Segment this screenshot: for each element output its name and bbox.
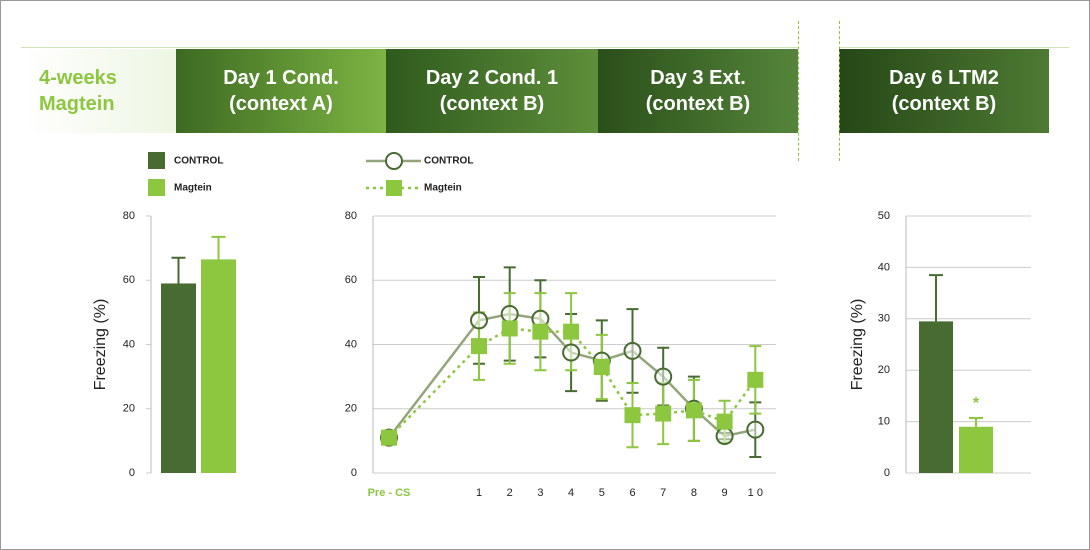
- x-tick-label: 7: [660, 487, 666, 499]
- time-gap: [839, 21, 840, 161]
- marker: [501, 320, 518, 337]
- bar: [959, 426, 993, 473]
- divider: [839, 47, 1069, 48]
- error-bar: [211, 235, 226, 260]
- legend-swatch: [148, 179, 165, 196]
- marker: [715, 427, 734, 446]
- y-tick-label: 0: [351, 467, 357, 479]
- marker: [593, 358, 610, 375]
- step-line: Magtein: [39, 93, 115, 115]
- bar: [919, 321, 953, 473]
- x-tick-label: 2: [507, 487, 513, 499]
- divider: [21, 47, 798, 48]
- y-tick-label: 0: [129, 467, 135, 479]
- x-tick-label: 1 0: [748, 487, 763, 499]
- legend-marker: [386, 180, 402, 196]
- series-line: [388, 327, 757, 439]
- y-axis-label: Freezing (%): [849, 299, 866, 391]
- marker: [685, 402, 702, 419]
- error-bar: [969, 417, 983, 427]
- marker: [654, 367, 673, 386]
- marker: [532, 323, 549, 340]
- marker: [563, 323, 580, 340]
- marker: [500, 304, 519, 323]
- y-tick-label: 80: [345, 210, 357, 222]
- y-tick-label: 20: [878, 364, 890, 376]
- step-line: 4-weeks: [39, 67, 117, 89]
- y-tick-label: 40: [345, 338, 357, 350]
- x-tick-label: Pre - CS: [368, 487, 411, 499]
- x-tick-label: 4: [568, 487, 574, 499]
- marker: [746, 420, 765, 439]
- step-line: (context B): [891, 93, 997, 115]
- x-tick-label: 8: [691, 487, 697, 499]
- y-tick-label: 60: [123, 274, 135, 286]
- step-line: Day 6 LTM2: [889, 67, 999, 89]
- x-tick-label: 6: [629, 487, 635, 499]
- legend-label: Magtein: [174, 183, 212, 194]
- y-tick-label: 10: [878, 416, 890, 428]
- time-gap: [798, 21, 799, 161]
- y-tick-label: 60: [345, 274, 357, 286]
- y-axis-label: Freezing (%): [92, 299, 109, 391]
- y-tick-label: 20: [345, 403, 357, 415]
- error-bar: [171, 256, 186, 284]
- y-tick-label: 50: [878, 210, 890, 222]
- timeline-step: Day 1 Cond. (context A): [176, 49, 386, 133]
- y-tick-label: 30: [878, 313, 890, 325]
- y-tick-label: 0: [884, 467, 890, 479]
- step-line: Day 1 Cond.: [223, 67, 339, 89]
- x-tick-label: 5: [599, 487, 605, 499]
- y-tick-label: 20: [123, 403, 135, 415]
- marker: [623, 341, 642, 360]
- step-line: Day 3 Ext.: [650, 67, 746, 89]
- y-tick-label: 40: [878, 261, 890, 273]
- marker: [471, 338, 487, 355]
- y-tick-label: 40: [123, 338, 135, 350]
- step-line: (context A): [229, 93, 333, 115]
- legend-label: CONTROL: [424, 156, 473, 167]
- step-line: (context B): [439, 93, 545, 115]
- legend-swatch: [148, 152, 165, 169]
- marker: [716, 413, 733, 430]
- marker: [470, 311, 488, 330]
- bar: [201, 259, 236, 473]
- x-tick-label: 3: [537, 487, 543, 499]
- y-tick-label: 80: [123, 210, 135, 222]
- x-tick-label: 1: [476, 487, 482, 499]
- error-bar: [929, 274, 943, 322]
- timeline-step: Day 6 LTM2 (context B): [839, 49, 1049, 133]
- bar: [161, 283, 196, 473]
- legend-label: CONTROL: [174, 156, 223, 167]
- x-tick-label: 9: [722, 487, 728, 499]
- step-line: (context B): [645, 93, 751, 115]
- annotation: *: [973, 395, 980, 412]
- timeline-step: 4-weeks Magtein: [21, 49, 176, 133]
- legend-label: Magtein: [424, 183, 462, 194]
- marker: [655, 405, 672, 422]
- marker: [747, 371, 764, 388]
- timeline-step: Day 2 Cond. 1 (context B): [386, 49, 598, 133]
- marker: [624, 407, 641, 424]
- timeline-step: Day 3 Ext. (context B): [598, 49, 798, 133]
- step-line: Day 2 Cond. 1: [425, 67, 559, 89]
- marker: [381, 429, 397, 446]
- legend-marker: [385, 152, 403, 170]
- marker: [562, 343, 581, 362]
